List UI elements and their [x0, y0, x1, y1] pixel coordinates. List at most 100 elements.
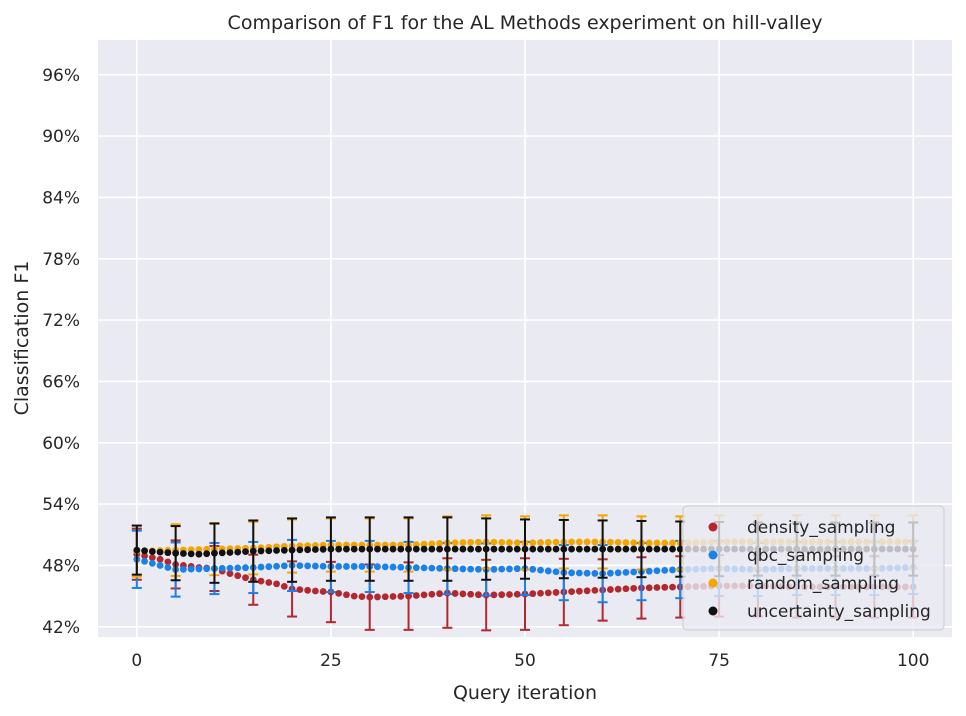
data-point: [195, 565, 203, 573]
data-point: [273, 547, 280, 554]
data-point: [265, 579, 273, 586]
x-tick-label: 0: [131, 651, 142, 671]
data-point: [319, 545, 327, 553]
data-point: [443, 545, 451, 553]
data-point: [311, 546, 319, 553]
data-point: [304, 586, 312, 594]
data-point: [552, 589, 560, 596]
data-point: [607, 586, 614, 593]
data-point: [234, 572, 242, 580]
data-point: [568, 569, 575, 577]
data-point: [195, 550, 203, 558]
data-point: [412, 564, 420, 572]
data-point: [381, 563, 389, 571]
data-point: [350, 592, 358, 600]
data-point: [195, 546, 203, 553]
data-point: [304, 546, 312, 554]
data-point: [335, 589, 343, 597]
data-point: [257, 547, 265, 555]
data-point: [436, 539, 443, 547]
data-point: [607, 545, 614, 553]
data-point: [568, 538, 575, 546]
data-point: [381, 593, 389, 601]
data-point: [288, 546, 296, 554]
data-point: [513, 545, 521, 553]
data-point: [544, 567, 552, 575]
data-point: [661, 566, 669, 574]
data-point: [374, 593, 381, 601]
y-tick-label: 96%: [42, 66, 80, 86]
data-point: [537, 545, 544, 553]
data-point: [645, 567, 653, 575]
y-tick-label: 48%: [42, 556, 80, 576]
data-point: [319, 588, 327, 595]
data-point: [280, 546, 288, 554]
data-point: [141, 557, 148, 565]
data-point: [591, 545, 599, 553]
data-point: [226, 570, 234, 578]
data-point: [397, 563, 405, 571]
data-point: [148, 554, 156, 561]
data-point: [242, 564, 249, 572]
y-tick-label: 42%: [42, 618, 80, 638]
data-point: [614, 569, 622, 577]
data-point: [622, 568, 630, 576]
data-point: [513, 565, 521, 573]
data-point: [607, 538, 614, 546]
data-point: [148, 560, 156, 567]
data-point: [164, 564, 172, 571]
data-point: [226, 549, 234, 556]
data-point: [498, 565, 506, 573]
data-point: [436, 564, 443, 572]
legend-box: [682, 505, 945, 631]
data-point: [529, 565, 537, 573]
data-point: [459, 539, 467, 546]
data-point: [265, 563, 273, 571]
data-point: [583, 538, 591, 546]
chart-title: Comparison of F1 for the AL Methods expe…: [228, 12, 823, 34]
data-point: [405, 592, 412, 600]
legend: density_sampling qbc_sampling random_sam…: [682, 505, 945, 631]
x-axis-title: Query iteration: [453, 682, 597, 704]
data-point: [459, 565, 467, 573]
data-point: [420, 540, 428, 548]
data-point: [475, 591, 482, 599]
data-point: [358, 593, 366, 601]
data-point: [296, 562, 304, 570]
data-point: [669, 545, 676, 553]
data-point: [148, 548, 156, 555]
data-point: [203, 565, 211, 573]
x-tick-label: 25: [320, 651, 342, 671]
legend-marker-uncertainty: [708, 606, 718, 616]
data-point: [614, 545, 622, 553]
data-point: [273, 580, 280, 588]
data-point: [428, 545, 436, 553]
data-point: [133, 546, 141, 554]
data-point: [490, 538, 498, 546]
data-point: [412, 545, 420, 553]
data-point: [257, 577, 265, 585]
data-point: [428, 540, 436, 548]
data-point: [467, 538, 475, 546]
data-point: [661, 583, 669, 591]
data-point: [467, 590, 475, 598]
data-point: [537, 539, 544, 546]
data-point: [622, 585, 630, 593]
data-point: [506, 539, 513, 546]
data-point: [638, 545, 645, 553]
data-point: [506, 591, 513, 598]
data-point: [529, 590, 537, 598]
data-point: [490, 545, 498, 553]
data-point: [366, 545, 374, 553]
data-point: [242, 574, 249, 582]
data-point: [653, 584, 661, 591]
data-point: [583, 587, 591, 595]
data-point: [622, 545, 630, 553]
data-point: [164, 549, 172, 557]
data-point: [428, 564, 436, 572]
data-point: [187, 565, 195, 573]
data-point: [397, 545, 405, 553]
data-point: [187, 550, 195, 558]
data-point: [389, 593, 397, 600]
data-point: [412, 592, 420, 599]
